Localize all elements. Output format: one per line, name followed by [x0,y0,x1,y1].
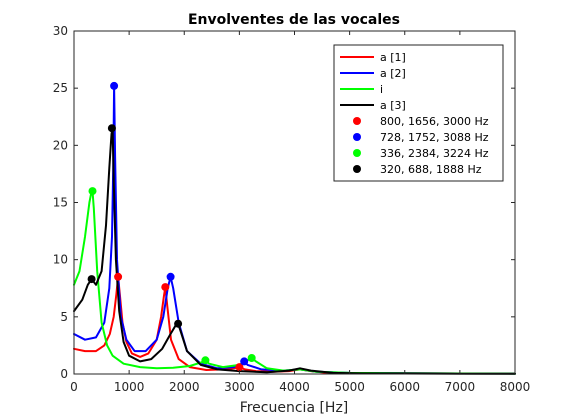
formant-marker-3-3 [247,354,256,362]
x-tick-label-8: 8000 [500,380,531,394]
legend-label-series-2: a [2] [380,67,406,80]
series-line-4 [73,127,516,375]
legend-label-marker-2: 728, 1752, 3088 Hz [380,131,489,144]
formant-marker-1-3 [235,363,244,372]
legend-swatch-marker-1 [353,117,361,125]
formant-marker-4-2 [107,124,116,133]
formant-marker-2-1 [110,81,119,90]
formant-marker-1-1 [114,272,123,281]
formant-marker-4-3 [174,319,183,328]
x-axis-title: Frecuencia [Hz] [240,400,349,416]
formant-marker-1-2 [161,283,170,292]
x-tick-label-0: 0 [70,380,78,394]
formant-marker-3-1 [88,187,97,196]
legend-label-series-1: a [1] [380,51,406,64]
x-tick-label-4: 4000 [279,380,310,394]
x-tick-label-2: 2000 [169,380,200,394]
x-tick-label-1: 1000 [114,380,145,394]
legend-swatch-marker-4 [353,165,361,173]
y-tick-label-0: 0 [60,367,68,381]
y-tick-label-4: 20 [53,138,68,152]
legend-label-marker-3: 336, 2384, 3224 Hz [380,147,489,160]
legend-label-marker-1: 800, 1656, 3000 Hz [380,115,489,128]
y-tick-label-6: 30 [53,24,68,38]
x-tick-label-5: 5000 [334,380,365,394]
x-tick-label-7: 7000 [445,380,476,394]
formant-marker-2-3 [240,357,249,366]
y-tick-label-3: 15 [53,196,68,210]
formant-marker-2-2 [166,272,175,281]
y-tick-label-2: 10 [53,253,68,267]
chart-title: Envolventes de las vocales [188,12,400,28]
legend-swatch-marker-2 [353,133,361,141]
tick-layer: 0 1000 2000 3000 4000 5000 6000 7000 8000 0 5 10 15 2… [53,24,531,394]
y-tick-label-5: 25 [53,81,68,95]
legend-box [333,44,504,182]
legend-label-marker-4: 320, 688, 1888 Hz [380,163,482,176]
x-tick-label-3: 3000 [224,380,255,394]
legend-label-series-4: a [3] [380,99,406,112]
formant-marker-4-1 [87,275,96,284]
marker-layer [87,81,256,372]
legend-swatch-marker-3 [353,149,361,157]
formant-marker-3-2 [201,356,210,365]
x-tick-label-6: 6000 [389,380,420,394]
legend-label-series-3: i [380,83,383,96]
legend: a [1] a [2] i a [3] 800, 1656, 3000 Hz 728, 1… [333,44,504,182]
y-tick-label-1: 5 [60,310,68,324]
